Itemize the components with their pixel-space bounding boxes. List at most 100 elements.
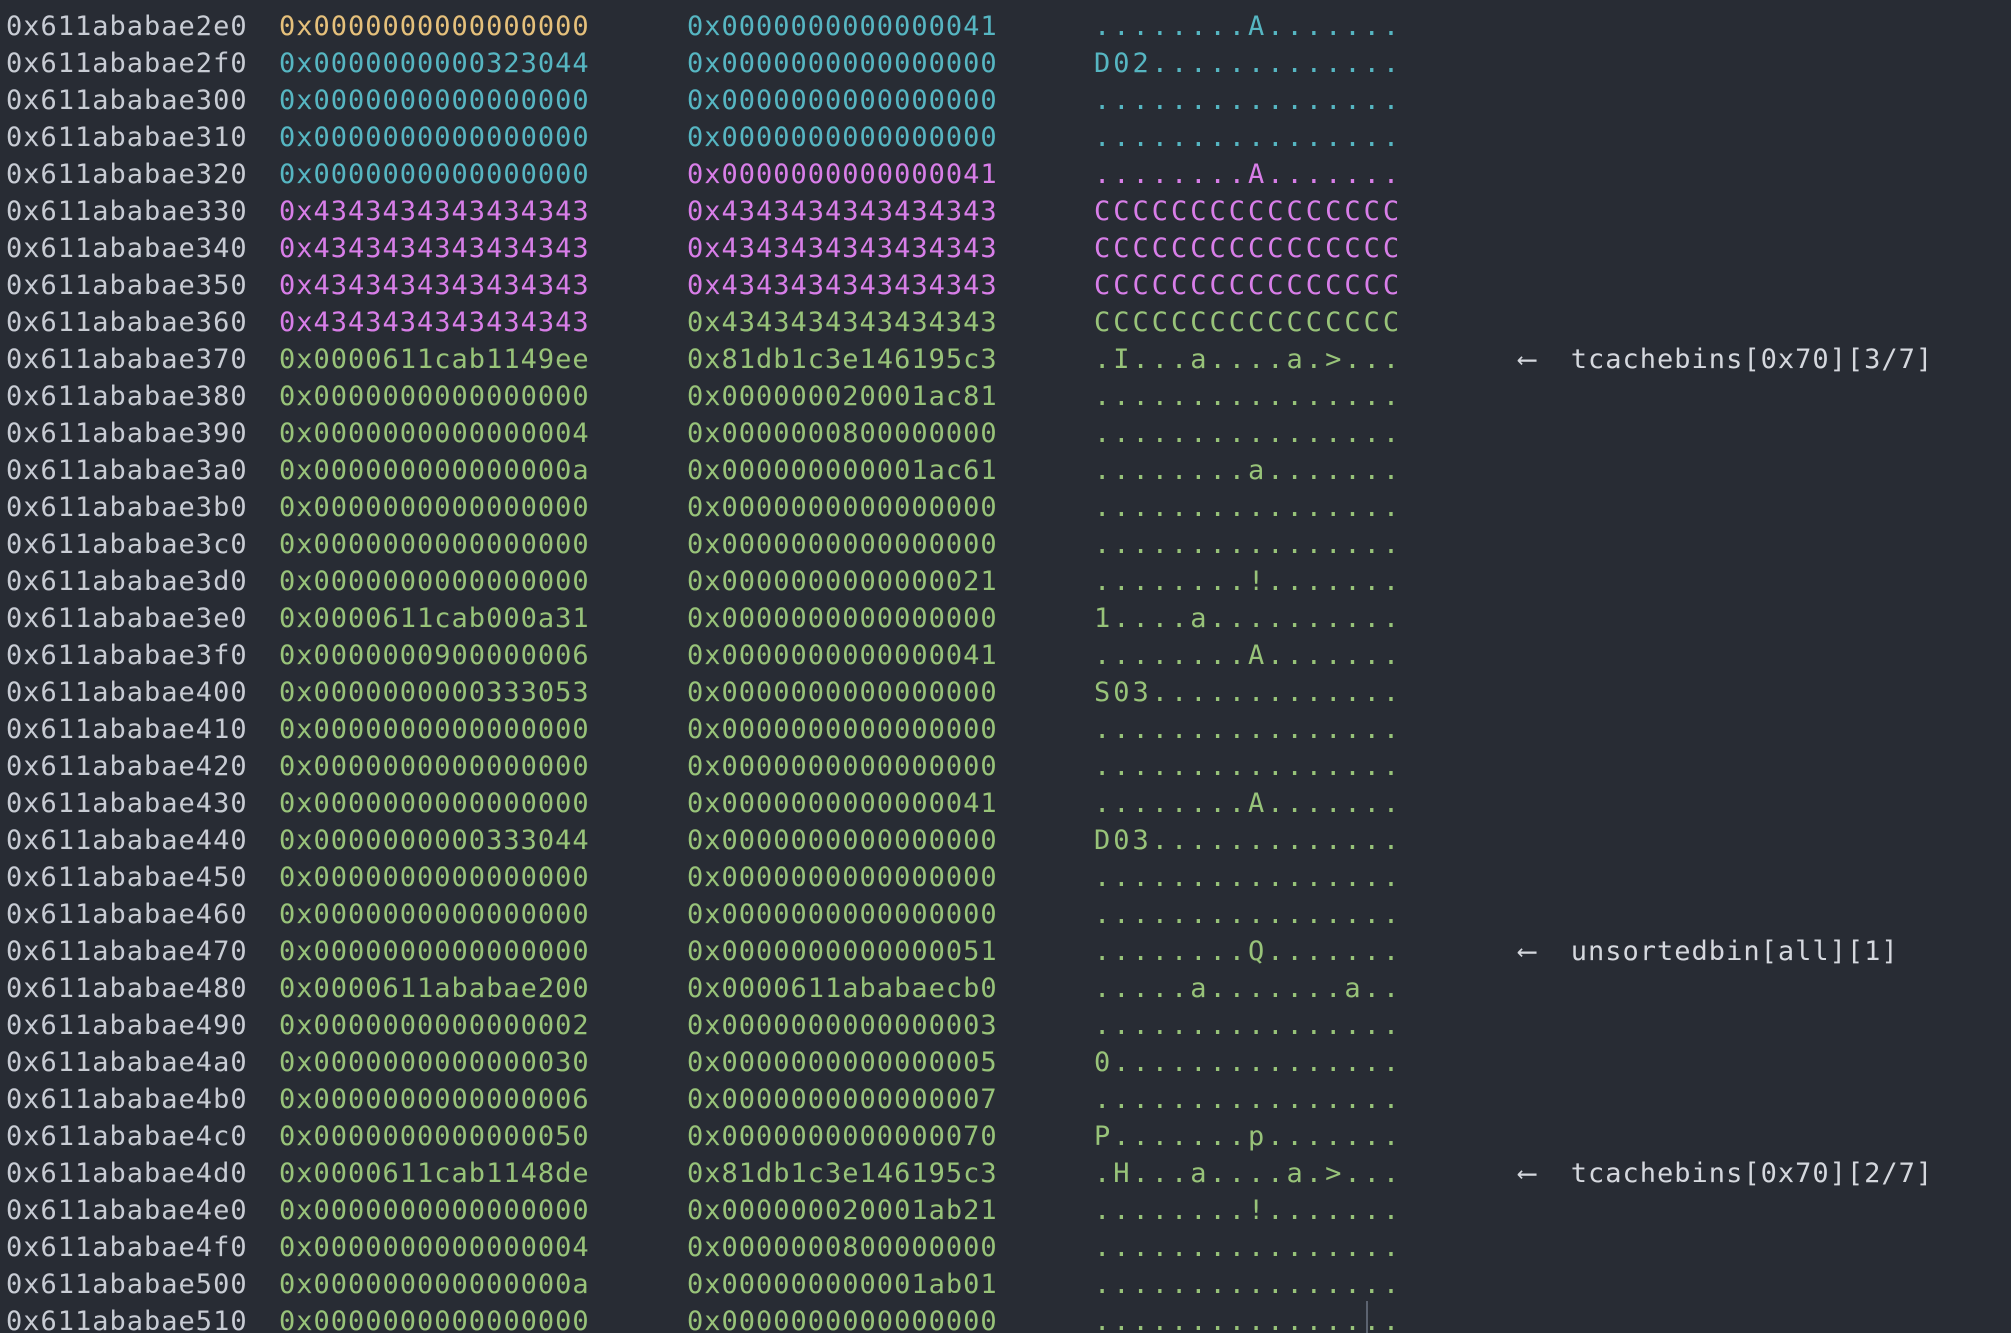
- heap-row-ascii: CCCCCCCCCCCCCCCC: [1094, 233, 1403, 264]
- heap-row-qword-2: 0x0000000000000000: [687, 603, 998, 634]
- heap-row-qword-2: 0x81db1c3e146195c3: [687, 344, 998, 375]
- heap-row-qword-2: 0x000000000001ac61: [687, 455, 998, 486]
- heap-row-ascii: 0...............: [1094, 1047, 1403, 1078]
- heap-row-ascii: ................: [1094, 714, 1403, 745]
- heap-row-address: 0x611ababae430: [6, 788, 248, 819]
- heap-row-address: 0x611ababae370: [6, 344, 248, 375]
- heap-row-qword-1: 0x0000000000333053: [279, 677, 590, 708]
- heap-row-address: 0x611ababae380: [6, 381, 248, 412]
- heap-row-address: 0x611ababae4a0: [6, 1047, 248, 1078]
- heap-row-address: 0x611ababae4c0: [6, 1121, 248, 1152]
- heap-row-qword-1: 0x0000000000323044: [279, 48, 590, 79]
- bin-annotation: ⟵ tcachebins[0x70][3/7]: [1519, 344, 1934, 375]
- heap-row-qword-1: 0x0000000900000006: [279, 640, 590, 671]
- heap-row-qword-2: 0x0000000000000000: [687, 48, 998, 79]
- heap-row-ascii: CCCCCCCCCCCCCCCC: [1094, 307, 1403, 338]
- heap-row-ascii: D02.............: [1094, 48, 1403, 79]
- heap-row-address: 0x611ababae490: [6, 1010, 248, 1041]
- heap-row-qword-1: 0x0000000000000000: [279, 788, 590, 819]
- heap-row-address: 0x611ababae3c0: [6, 529, 248, 560]
- heap-row-ascii: ........A.......: [1094, 640, 1403, 671]
- heap-row-ascii: .I...a....a.>...: [1094, 344, 1403, 375]
- heap-row-qword-2: 0x0000000000000041: [687, 640, 998, 671]
- heap-row-address: 0x611ababae4f0: [6, 1232, 248, 1263]
- heap-row-ascii: .H...a....a.>...: [1094, 1158, 1403, 1189]
- heap-row-qword-2: 0x0000000000000070: [687, 1121, 998, 1152]
- heap-row-qword-2: 0x000000000001ab01: [687, 1269, 998, 1300]
- heap-row-qword-2: 0x0000000000000000: [687, 751, 998, 782]
- heap-row-address: 0x611ababae310: [6, 122, 248, 153]
- heap-row-qword-1: 0x4343434343434343: [279, 196, 590, 227]
- heap-row-qword-1: 0x0000000000000000: [279, 1306, 590, 1333]
- heap-row-qword-1: 0x0000000000000000: [279, 1195, 590, 1226]
- heap-row-qword-2: 0x0000000000000041: [687, 11, 998, 42]
- heap-row-qword-1: 0x0000000000000000: [279, 11, 590, 42]
- text-cursor: [1366, 1301, 1368, 1333]
- heap-row-qword-1: 0x0000611cab1149ee: [279, 344, 590, 375]
- heap-row-ascii: D03.............: [1094, 825, 1403, 856]
- heap-row-qword-2: 0x0000000000000000: [687, 862, 998, 893]
- heap-row-address: 0x611ababae320: [6, 159, 248, 190]
- heap-row-qword-1: 0x000000000000000a: [279, 455, 590, 486]
- heap-row-qword-2: 0x0000000000000000: [687, 899, 998, 930]
- heap-row-ascii: ........A.......: [1094, 11, 1403, 42]
- bin-annotation: ⟵ unsortedbin[all][1]: [1519, 936, 1899, 967]
- heap-row-ascii: ........!.......: [1094, 566, 1403, 597]
- heap-row-qword-2: 0x0000000000000051: [687, 936, 998, 967]
- heap-row-qword-2: 0x4343434343434343: [687, 196, 998, 227]
- heap-row-address: 0x611ababae510: [6, 1306, 248, 1333]
- heap-row-address: 0x611ababae350: [6, 270, 248, 301]
- heap-row-qword-1: 0x0000000000000006: [279, 1084, 590, 1115]
- heap-row-qword-1: 0x0000000000000004: [279, 418, 590, 449]
- heap-row-qword-1: 0x0000000000000000: [279, 159, 590, 190]
- heap-row-qword-1: 0x0000000000000000: [279, 936, 590, 967]
- heap-row-ascii: ................: [1094, 492, 1403, 523]
- heap-row-ascii: .....a.......a..: [1094, 973, 1403, 1004]
- heap-row-ascii: CCCCCCCCCCCCCCCC: [1094, 270, 1403, 301]
- heap-row-ascii: ................: [1094, 85, 1403, 116]
- heap-row-qword-2: 0x0000000000000000: [687, 122, 998, 153]
- heap-row-qword-1: 0x4343434343434343: [279, 270, 590, 301]
- heap-row-address: 0x611ababae4d0: [6, 1158, 248, 1189]
- heap-row-address: 0x611ababae3e0: [6, 603, 248, 634]
- heap-row-address: 0x611ababae400: [6, 677, 248, 708]
- heap-row-ascii: S03.............: [1094, 677, 1403, 708]
- heap-row-address: 0x611ababae2e0: [6, 11, 248, 42]
- heap-row-ascii: ................: [1094, 122, 1403, 153]
- heap-row-qword-2: 0x0000000000000000: [687, 492, 998, 523]
- heap-row-qword-1: 0x0000000000000000: [279, 492, 590, 523]
- heap-row-qword-1: 0x0000000000333044: [279, 825, 590, 856]
- heap-row-qword-2: 0x0000000000000005: [687, 1047, 998, 1078]
- heap-row-qword-2: 0x0000000000000041: [687, 788, 998, 819]
- heap-row-qword-2: 0x0000000000000007: [687, 1084, 998, 1115]
- heap-row-ascii: ................: [1094, 381, 1403, 412]
- heap-row-qword-2: 0x0000000000000000: [687, 825, 998, 856]
- heap-row-ascii: ........!.......: [1094, 1195, 1403, 1226]
- heap-row-ascii: 1....a..........: [1094, 603, 1403, 634]
- heap-row-qword-2: 0x0000000000000041: [687, 159, 998, 190]
- heap-row-qword-2: 0x0000000000000003: [687, 1010, 998, 1041]
- heap-row-qword-1: 0x0000000000000000: [279, 381, 590, 412]
- heap-row-ascii: ................: [1094, 899, 1403, 930]
- heap-row-ascii: ................: [1094, 751, 1403, 782]
- heap-row-address: 0x611ababae410: [6, 714, 248, 745]
- heap-row-address: 0x611ababae450: [6, 862, 248, 893]
- heap-row-qword-2: 0x0000000000000000: [687, 529, 998, 560]
- heap-row-ascii: CCCCCCCCCCCCCCCC: [1094, 196, 1403, 227]
- heap-row-qword-1: 0x0000000000000000: [279, 85, 590, 116]
- heap-row-qword-2: 0x81db1c3e146195c3: [687, 1158, 998, 1189]
- heap-row-ascii: ................: [1094, 862, 1403, 893]
- heap-row-ascii: ........A.......: [1094, 159, 1403, 190]
- heap-row-address: 0x611ababae3a0: [6, 455, 248, 486]
- heap-row-qword-1: 0x0000611cab1148de: [279, 1158, 590, 1189]
- heap-row-qword-1: 0x0000000000000000: [279, 862, 590, 893]
- heap-row-address: 0x611ababae300: [6, 85, 248, 116]
- heap-row-qword-1: 0x0000000000000000: [279, 529, 590, 560]
- heap-row-qword-1: 0x0000000000000030: [279, 1047, 590, 1078]
- heap-row-ascii: ........Q.......: [1094, 936, 1403, 967]
- heap-row-qword-2: 0x4343434343434343: [687, 270, 998, 301]
- heap-row-address: 0x611ababae360: [6, 307, 248, 338]
- heap-row-qword-2: 0x0000000000000021: [687, 566, 998, 597]
- heap-row-ascii: ................: [1094, 418, 1403, 449]
